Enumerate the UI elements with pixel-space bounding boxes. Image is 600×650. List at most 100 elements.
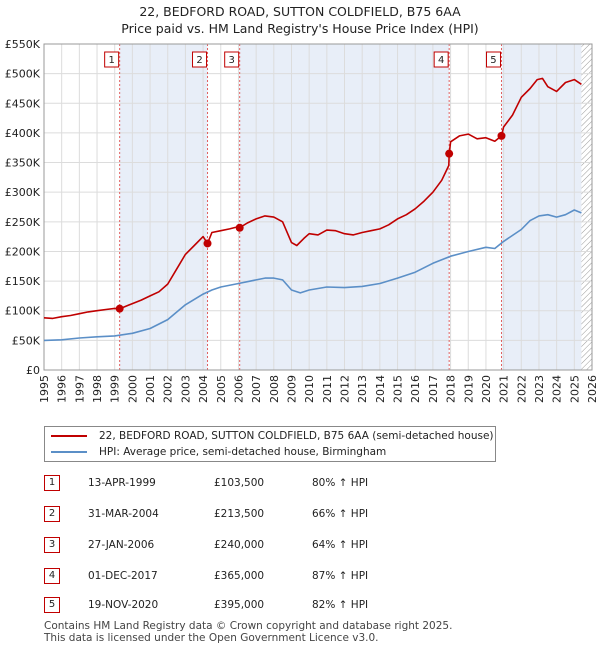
shaded-period — [501, 44, 582, 370]
sale-number-badge: 5 — [44, 597, 60, 613]
sale-price: £240,000 — [214, 539, 265, 551]
x-tick-label: 2008 — [268, 375, 281, 403]
x-tick-label: 2022 — [515, 375, 528, 403]
x-tick-label: 2012 — [339, 375, 352, 403]
footer-line-2: This data is licensed under the Open Gov… — [44, 632, 379, 644]
x-tick-label: 2019 — [462, 375, 475, 403]
sale-price: £365,000 — [214, 570, 265, 582]
x-tick-label: 2015 — [392, 375, 405, 403]
x-tick-label: 2013 — [356, 375, 369, 403]
x-tick-label: 1995 — [38, 375, 51, 403]
x-tick-label: 2004 — [197, 375, 210, 403]
sale-label-text: 2 — [196, 55, 202, 66]
x-tick-label: 1997 — [73, 375, 86, 403]
y-tick-label: £500K — [5, 68, 41, 81]
y-tick-label: £450K — [5, 97, 41, 110]
chart-title: 22, BEDFORD ROAD, SUTTON COLDFIELD, B75 … — [0, 3, 600, 37]
sale-point — [445, 149, 454, 158]
y-tick-label: £350K — [5, 157, 41, 170]
x-tick-label: 2018 — [445, 375, 458, 403]
y-tick-label: £100K — [5, 305, 41, 318]
sale-date: 27-JAN-2006 — [88, 539, 155, 551]
sale-row: 3 27-JAN-2006 £240,000 64% ↑ HPI — [44, 537, 404, 553]
hatched-future-region — [581, 44, 592, 370]
sale-date: 13-APR-1999 — [88, 477, 156, 489]
legend-label-property: 22, BEDFORD ROAD, SUTTON COLDFIELD, B75 … — [99, 430, 494, 442]
sale-price: £395,000 — [214, 599, 265, 611]
sale-hpi-change: 66% ↑ HPI — [312, 508, 369, 520]
x-tick-label: 2014 — [374, 375, 387, 403]
sale-date: 19-NOV-2020 — [88, 599, 159, 611]
plot-frame — [43, 43, 593, 371]
x-tick-label: 2002 — [162, 375, 175, 403]
x-tick-label: 2021 — [498, 375, 511, 403]
sale-label-box — [224, 51, 240, 68]
sale-hpi-change: 82% ↑ HPI — [312, 599, 369, 611]
x-tick-label: 2025 — [568, 375, 581, 403]
x-tick-label: 2007 — [250, 375, 263, 403]
hpi-series-line — [43, 209, 582, 342]
sale-number-badge: 2 — [44, 506, 60, 522]
sale-price: £213,500 — [214, 508, 265, 520]
x-tick-label: 2000 — [126, 375, 139, 403]
sale-point — [235, 223, 244, 232]
sale-point — [115, 304, 124, 313]
x-tick-label: 2017 — [427, 375, 440, 403]
x-tick-label: 2020 — [480, 375, 493, 403]
sale-label-text: 3 — [229, 55, 235, 66]
x-tick-label: 2006 — [232, 375, 245, 403]
sale-hpi-change: 80% ↑ HPI — [312, 477, 369, 489]
sale-point — [203, 239, 212, 248]
sale-label-text: 4 — [438, 55, 444, 66]
title-line-1: 22, BEDFORD ROAD, SUTTON COLDFIELD, B75 … — [139, 4, 461, 19]
sale-number-badge: 1 — [44, 475, 60, 491]
legend: 22, BEDFORD ROAD, SUTTON COLDFIELD, B75 … — [44, 426, 496, 462]
sale-row: 2 31-MAR-2004 £213,500 66% ↑ HPI — [44, 506, 404, 522]
sale-row: 1 13-APR-1999 £103,500 80% ↑ HPI — [44, 475, 404, 491]
footer: Contains HM Land Registry data © Crown c… — [44, 620, 452, 644]
y-tick-label: £50K — [12, 334, 41, 347]
x-tick-label: 2023 — [533, 375, 546, 403]
sale-row: 4 01-DEC-2017 £365,000 87% ↑ HPI — [44, 568, 404, 584]
y-tick-label: £150K — [5, 275, 41, 288]
sale-row: 5 19-NOV-2020 £395,000 82% ↑ HPI — [44, 597, 404, 613]
y-tick-label: £250K — [5, 216, 41, 229]
shaded-period — [119, 44, 208, 370]
sale-hpi-change: 87% ↑ HPI — [312, 570, 369, 582]
x-tick-label: 2011 — [321, 375, 334, 403]
x-tick-label: 2001 — [144, 375, 157, 403]
sale-hpi-change: 64% ↑ HPI — [312, 539, 369, 551]
sale-price: £103,500 — [214, 477, 265, 489]
legend-swatch-hpi — [51, 451, 87, 453]
sale-point — [497, 131, 506, 140]
sale-label-box — [104, 51, 120, 68]
x-tick-label: 1999 — [109, 375, 122, 403]
sale-label-text: 5 — [490, 55, 496, 66]
legend-label-hpi: HPI: Average price, semi-detached house,… — [99, 446, 387, 458]
sale-label-box — [433, 51, 449, 68]
legend-swatch-property — [51, 435, 87, 437]
x-tick-label: 2005 — [215, 375, 228, 403]
sale-label-box — [485, 51, 501, 68]
sale-number-badge: 4 — [44, 568, 60, 584]
sale-label-box — [192, 51, 208, 68]
y-tick-label: £300K — [5, 186, 41, 199]
y-tick-label: £0 — [26, 364, 40, 377]
x-tick-label: 2010 — [303, 375, 316, 403]
x-tick-label: 2003 — [179, 375, 192, 403]
sale-date: 31-MAR-2004 — [88, 508, 159, 520]
x-tick-label: 2016 — [409, 375, 422, 403]
x-tick-label: 2009 — [285, 375, 298, 403]
footer-line-1: Contains HM Land Registry data © Crown c… — [44, 620, 453, 632]
x-tick-label: 2024 — [551, 375, 564, 403]
price-chart: £0 £50K £100K £150K £200K £250K £300K £350K £400… — [5, 38, 599, 403]
sale-label-text: 1 — [108, 55, 114, 66]
y-tick-label: £200K — [5, 245, 41, 258]
y-tick-label: £550K — [5, 38, 41, 51]
x-tick-label: 2026 — [586, 375, 599, 403]
sale-number-badge: 3 — [44, 537, 60, 553]
title-line-2: Price paid vs. HM Land Registry's House … — [121, 21, 479, 36]
sale-date: 01-DEC-2017 — [88, 570, 158, 582]
x-tick-label: 1996 — [56, 375, 69, 403]
x-tick-label: 1998 — [91, 375, 104, 403]
